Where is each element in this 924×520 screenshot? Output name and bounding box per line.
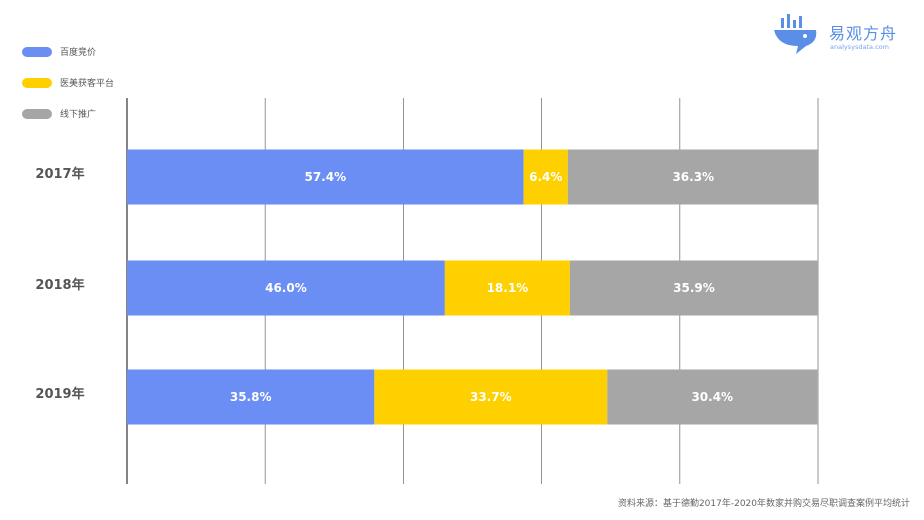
legend-swatch-platform: [22, 77, 52, 88]
legend-item-platform: 医美获客平台: [22, 67, 114, 98]
data-label: 35.8%: [230, 390, 272, 404]
legend-label-platform: 医美获客平台: [60, 79, 115, 89]
logo-name: 易观方舟: [829, 24, 898, 43]
legend-item-baidu: 百度竞价: [22, 36, 114, 67]
bar-segment: [127, 149, 524, 205]
bar-segment: [127, 260, 445, 316]
logo-domain: analysysdata.com: [830, 43, 889, 51]
legend-label-offline: 线下推广: [60, 110, 97, 120]
legend-swatch-baidu: [22, 46, 52, 57]
category-label: 2017年: [35, 166, 84, 182]
bar-segment: [567, 149, 819, 205]
data-label: 18.1%: [487, 281, 529, 295]
legend: 百度竞价 医美获客平台 线下推广: [22, 36, 114, 129]
logo: 易观方舟 analysysdata.com: [772, 12, 912, 56]
data-label: 35.9%: [673, 281, 715, 295]
whale-logo-icon: [774, 14, 817, 54]
data-label: 30.4%: [691, 390, 733, 404]
legend-item-offline: 线下推广: [22, 98, 114, 129]
category-label: 2019年: [35, 386, 84, 402]
bar-segment: [569, 260, 818, 316]
data-label: 6.4%: [529, 170, 562, 184]
bar-segment: [374, 369, 608, 425]
bar-segment: [444, 260, 570, 316]
data-label: 33.7%: [470, 390, 512, 404]
bar-segment: [127, 369, 375, 425]
data-label: 46.0%: [265, 281, 307, 295]
data-label: 36.3%: [672, 170, 714, 184]
category-label: 2018年: [35, 277, 84, 293]
bars: 57.4% 6.4% 36.3% 46.0% 18.1% 35.9% 35.8% 33.7% 3…: [127, 149, 819, 425]
legend-label-baidu: 百度竞价: [60, 48, 97, 58]
bar-segment: [523, 149, 568, 205]
category-labels: 2017年 2018年 2019年: [35, 166, 84, 402]
data-label: 57.4%: [304, 170, 346, 184]
bar-segment: [607, 369, 818, 425]
source-note: 资料来源：基于德勤2017年-2020年数家并购交易尽职调查案例平均统计: [617, 499, 910, 509]
legend-swatch-offline: [22, 108, 52, 119]
